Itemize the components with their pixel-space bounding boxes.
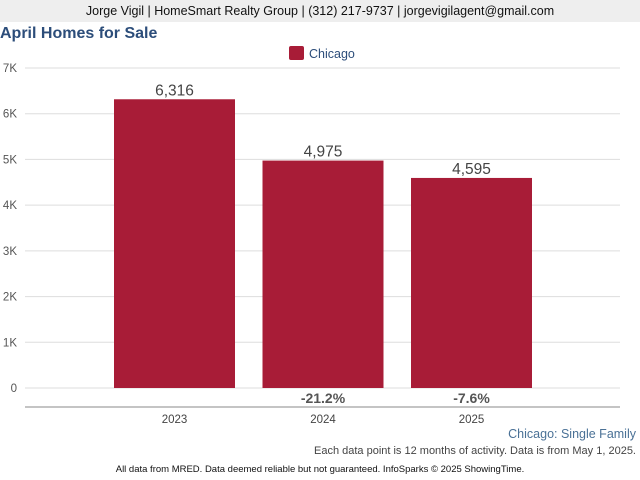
x-tick-label: 2024 (310, 414, 336, 426)
agent-contact-bar: Jorge Vigil | HomeSmart Realty Group | (… (0, 0, 640, 22)
legend-swatch (289, 46, 304, 60)
bar-value-label: 4,975 (304, 144, 343, 161)
market-subtitle: Chicago: Single Family (508, 427, 636, 441)
bar (114, 99, 235, 389)
y-tick-label: 3K (3, 246, 17, 258)
bar (411, 177, 532, 388)
data-note: Each data point is 12 months of activity… (313, 445, 636, 457)
bar-value-label: 4,595 (452, 161, 491, 178)
bar (262, 160, 384, 388)
legend-label: Chicago (309, 47, 355, 61)
bar-change-label: -21.2% (301, 390, 346, 406)
bar-change-label: -7.6% (453, 390, 490, 406)
y-tick-label: 0 (11, 383, 17, 395)
x-tick-label: 2023 (162, 414, 188, 426)
y-tick-label: 7K (3, 63, 17, 75)
y-tick-label: 6K (3, 109, 17, 121)
chart-title: April Homes for Sale (0, 25, 158, 42)
y-tick-label: 1K (3, 337, 17, 349)
bar-value-label: 6,316 (155, 82, 194, 99)
footer-disclaimer: All data from MRED. Data deemed reliable… (115, 464, 525, 475)
y-tick-label: 4K (3, 200, 17, 212)
y-tick-label: 5K (3, 154, 17, 166)
x-tick-label: 2025 (459, 414, 485, 426)
y-tick-label: 2K (3, 292, 17, 304)
